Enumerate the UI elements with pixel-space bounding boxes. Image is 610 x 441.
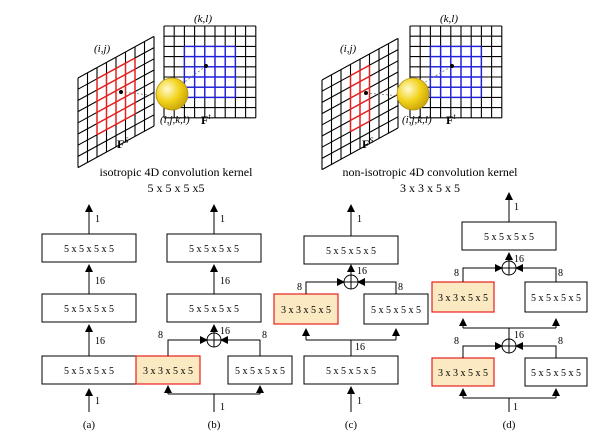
conv-block-label: 5 x 5 x 5 x 5	[64, 304, 114, 315]
non-isotropic-illustration: (i,j) (k,l) (i,j,k,l) FS Ft non-isotropi…	[321, 13, 519, 195]
input-channels: 1	[95, 396, 100, 407]
input-channels: 1	[220, 402, 225, 413]
caption-non-isotropic-size: 3 x 3 x 5 x 5	[400, 181, 460, 195]
conv-block-label: 3 x 3 x 5 x 5	[281, 305, 331, 316]
channels-label: 16	[514, 330, 524, 341]
conv-block-label: 5 x 5 x 5 x 5	[531, 293, 581, 304]
label-ij: (i,j)	[340, 43, 357, 55]
subfigure-label: (d)	[503, 419, 516, 431]
network-b: 1 3 x 3 x 5 x 5 5 x 5 x 5 x 5 8 8 16 5 x…	[135, 204, 293, 431]
label-ijkl: (i,j,k,l)	[402, 114, 432, 126]
conv-block	[461, 221, 557, 251]
channels-label: 8	[398, 282, 403, 293]
conv-block-highlighted	[135, 355, 201, 385]
channels-label: 16	[357, 266, 367, 277]
channels-label: 8	[262, 330, 267, 341]
conv-block-label: 5 x 5 x 5 x 5	[326, 246, 376, 257]
correlation-sphere	[396, 77, 430, 111]
label-ft: Ft	[446, 112, 456, 127]
channels-label: 16	[95, 336, 105, 347]
conv-block	[166, 293, 262, 323]
conv-block-label: 3 x 3 x 5 x 5	[438, 293, 488, 304]
conv-block-label: 5 x 5 x 5 x 5	[64, 244, 114, 255]
source-grid	[321, 37, 399, 171]
source-grid	[77, 35, 155, 169]
subfigure-label: (b)	[208, 419, 221, 431]
conv-block	[363, 293, 429, 325]
channels-label: 8	[297, 282, 302, 293]
caption-non-isotropic: non-isotropic 4D convolution kernel	[343, 165, 519, 179]
conv-block	[41, 233, 137, 263]
conv-block	[166, 233, 262, 263]
input-channels: 1	[357, 396, 362, 407]
network-d: 1 3 x 3 x 5 x 5 5 x 5 x 5 x 5 8 8 16 3 x…	[431, 192, 588, 431]
subfigure-label: (a)	[83, 419, 96, 431]
output-channels: 1	[95, 214, 100, 225]
channels-label: 16	[95, 276, 105, 287]
conv-block	[303, 355, 399, 385]
channels-label: 16	[514, 254, 524, 265]
output-channels: 1	[220, 214, 225, 225]
conv-block-label: 3 x 3 x 5 x 5	[143, 366, 193, 377]
grid-line	[350, 64, 370, 77]
channels-label: 8	[158, 330, 163, 341]
channels-label: 8	[454, 268, 459, 279]
conv-block	[524, 357, 588, 387]
label-kl: (k,l)	[440, 13, 458, 25]
output-channels: 1	[514, 202, 519, 213]
label-ft: Ft	[201, 112, 211, 127]
target-grid	[163, 25, 257, 119]
conv-block-label: 3 x 3 x 5 x 5	[438, 368, 488, 379]
isotropic-illustration: (i,j) (k,l) (i,j,k,l) FS Ft isotropic 4D…	[77, 13, 257, 195]
conv-block-label: 5 x 5 x 5 x 5	[484, 232, 534, 243]
conv-block-label: 5 x 5 x 5 x 5	[64, 366, 114, 377]
correlation-sphere	[155, 77, 189, 111]
channels-label: 8	[558, 268, 563, 279]
conv-block-label: 5 x 5 x 5 x 5	[371, 305, 421, 316]
caption-isotropic-size: 5 x 5 x 5 x5	[148, 181, 205, 195]
label-kl: (k,l)	[194, 13, 212, 25]
channels-label: 16	[355, 342, 365, 353]
label-fs: FS	[362, 136, 373, 151]
conv-block-label: 5 x 5 x 5 x 5	[531, 368, 581, 379]
channels-label: 8	[558, 336, 563, 347]
conv-block	[524, 281, 588, 313]
conv-block-label: 5 x 5 x 5 x 5	[235, 366, 285, 377]
network-c: 1 5 x 5 x 5 x 5 16 3 x 3 x 5 x 5 5 x 5 x…	[273, 204, 429, 431]
input-channels: 1	[513, 402, 518, 413]
label-ijkl: (i,j,k,l)	[160, 114, 190, 126]
label-ij: (i,j)	[94, 43, 111, 55]
subfigure-label: (c)	[345, 419, 358, 431]
channels-label: 16	[220, 326, 230, 337]
conv-block	[227, 355, 293, 385]
output-channels: 1	[357, 214, 362, 225]
network-a: 1 5 x 5 x 5 x 5 16 5 x 5 x 5 x 5 16 5 x …	[41, 204, 137, 431]
conv-block	[41, 293, 137, 323]
conv-block-label: 5 x 5 x 5 x 5	[189, 244, 239, 255]
conv-block-label: 5 x 5 x 5 x 5	[326, 366, 376, 377]
caption-isotropic: isotropic 4D convolution kernel	[100, 165, 254, 179]
channels-label: 16	[220, 276, 230, 287]
conv-block-highlighted	[273, 293, 339, 325]
conv-block-label: 5 x 5 x 5 x 5	[189, 304, 239, 315]
label-fs: FS	[117, 136, 128, 151]
channels-label: 8	[454, 336, 459, 347]
conv-block	[41, 355, 137, 385]
